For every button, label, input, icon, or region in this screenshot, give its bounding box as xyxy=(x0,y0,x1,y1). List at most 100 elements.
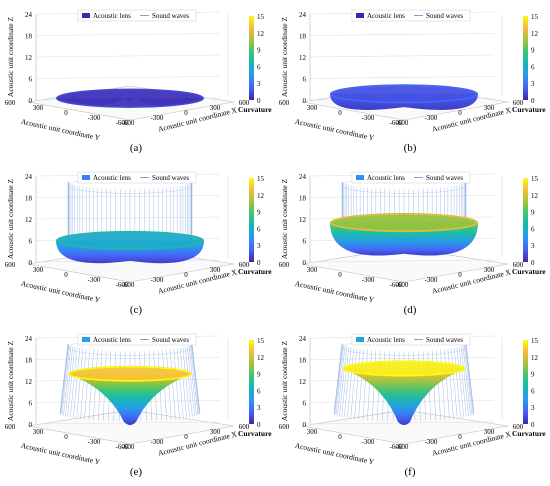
colorbar-tick-label: 15 xyxy=(531,337,539,345)
y-tick-label: -300 xyxy=(88,276,101,284)
x-tick-label: -300 xyxy=(151,276,164,284)
colorbar-tick-label: 3 xyxy=(257,242,261,250)
y-tick-label: 0 xyxy=(338,109,342,117)
y-tick-label: -600 xyxy=(116,281,129,289)
z-tick-label: 24 xyxy=(299,335,307,343)
y-tick-label: 300 xyxy=(307,104,318,112)
colorbar-tick-label: 15 xyxy=(257,13,265,21)
z-tick-label: 24 xyxy=(25,11,33,19)
z-tick-label: 6 xyxy=(303,76,307,84)
x-tick-label: 300 xyxy=(210,266,221,274)
colorbar-tick-label: 15 xyxy=(257,337,265,345)
y-tick-label: 300 xyxy=(33,428,44,436)
x-tick-label: 0 xyxy=(184,109,188,117)
legend-lens-swatch xyxy=(356,13,364,18)
y-tick-label: -300 xyxy=(362,276,375,284)
z-tick-label: 6 xyxy=(303,238,307,246)
legend-lens-swatch xyxy=(82,13,90,18)
colorbar-tick-label: 15 xyxy=(257,175,265,183)
y-tick-label: -300 xyxy=(88,114,101,122)
y-tick-label: -300 xyxy=(362,438,375,446)
z-tick-label: 12 xyxy=(299,54,307,62)
z-tick-label: 24 xyxy=(25,335,33,343)
z-axis-label: Acoustic unit coordinate Z xyxy=(6,178,15,259)
colorbar-tick-label: 12 xyxy=(531,192,539,200)
z-tick-label: 12 xyxy=(299,378,307,386)
legend-waves-label: Sound waves xyxy=(152,174,189,182)
acoustic-lens-surface xyxy=(342,360,466,425)
legend-lens-label: Acoustic lens xyxy=(367,336,405,344)
colorbar-tick-label: 6 xyxy=(531,387,535,395)
colorbar xyxy=(249,16,254,100)
x-tick-label: 300 xyxy=(484,104,495,112)
acoustic-lens-surface xyxy=(56,230,204,264)
legend-lens-label: Acoustic lens xyxy=(93,174,131,182)
legend-lens-label: Acoustic lens xyxy=(93,12,131,20)
acoustic-lens-surface xyxy=(68,365,192,425)
colorbar-tick-label: 9 xyxy=(531,371,535,379)
x-tick-label: -600 xyxy=(122,119,135,127)
legend-waves-label: Sound waves xyxy=(426,336,463,344)
x-tick-label: 0 xyxy=(184,433,188,441)
colorbar xyxy=(249,178,254,262)
legend: Acoustic lens Sound waves xyxy=(77,171,197,184)
z-tick-label: 0 xyxy=(303,259,307,267)
x-tick-label: -300 xyxy=(425,114,438,122)
legend-lens-swatch xyxy=(82,175,90,180)
colorbar-label: Curvature xyxy=(238,429,272,438)
z-tick-label: 0 xyxy=(303,97,307,105)
colorbar-tick-label: 0 xyxy=(257,97,261,105)
z-tick-label: 12 xyxy=(25,216,33,224)
colorbar-tick-label: 9 xyxy=(531,209,535,217)
y-tick-label: 300 xyxy=(307,266,318,274)
colorbar-tick-label: 6 xyxy=(531,63,535,71)
panel-label: (f) xyxy=(404,466,416,478)
z-tick-label: 18 xyxy=(299,195,307,203)
colorbar-label: Curvature xyxy=(512,429,546,438)
z-tick-label: 18 xyxy=(25,357,33,365)
acoustic-lens-surface xyxy=(330,84,478,110)
colorbar-tick-label: 12 xyxy=(257,192,265,200)
x-tick-label: -600 xyxy=(122,281,135,289)
y-tick-label: -600 xyxy=(116,443,129,451)
z-axis-label: Acoustic unit coordinate Z xyxy=(280,340,289,421)
y-tick-label: -300 xyxy=(362,114,375,122)
x-tick-label: 300 xyxy=(210,428,221,436)
colorbar-tick-label: 0 xyxy=(531,97,535,105)
z-tick-label: 18 xyxy=(25,195,33,203)
x-tick-label: 300 xyxy=(484,266,495,274)
y-tick-label: -600 xyxy=(390,119,403,127)
colorbar-tick-label: 12 xyxy=(531,354,539,362)
z-tick-label: 18 xyxy=(299,33,307,41)
legend-lens-label: Acoustic lens xyxy=(367,174,405,182)
z-tick-label: 18 xyxy=(25,33,33,41)
colorbar xyxy=(523,178,528,262)
x-tick-label: 600 xyxy=(239,423,250,431)
colorbar-tick-label: 0 xyxy=(257,421,261,429)
colorbar-tick-label: 3 xyxy=(531,404,535,412)
x-tick-label: -300 xyxy=(151,438,164,446)
x-tick-label: -600 xyxy=(122,443,135,451)
z-tick-label: 12 xyxy=(299,216,307,224)
z-tick-label: 24 xyxy=(299,173,307,181)
x-tick-label: 600 xyxy=(513,423,524,431)
colorbar-label: Curvature xyxy=(238,105,272,114)
y-tick-label: 0 xyxy=(64,433,68,441)
x-tick-label: 0 xyxy=(184,271,188,279)
colorbar xyxy=(523,16,528,100)
z-axis-label: Acoustic unit coordinate Z xyxy=(6,340,15,421)
y-tick-label: 300 xyxy=(307,428,318,436)
colorbar-tick-label: 15 xyxy=(531,13,539,21)
legend: Acoustic lens Sound waves xyxy=(351,333,471,346)
x-tick-label: 0 xyxy=(458,109,462,117)
legend-lens-swatch xyxy=(82,337,90,342)
z-tick-label: 6 xyxy=(29,238,33,246)
y-tick-label: 600 xyxy=(5,261,16,269)
x-tick-label: -300 xyxy=(151,114,164,122)
panel-label: (b) xyxy=(403,142,417,154)
colorbar-tick-label: 6 xyxy=(257,387,261,395)
y-tick-label: 300 xyxy=(33,266,44,274)
z-tick-label: 6 xyxy=(29,76,33,84)
x-tick-label: 600 xyxy=(513,99,524,107)
